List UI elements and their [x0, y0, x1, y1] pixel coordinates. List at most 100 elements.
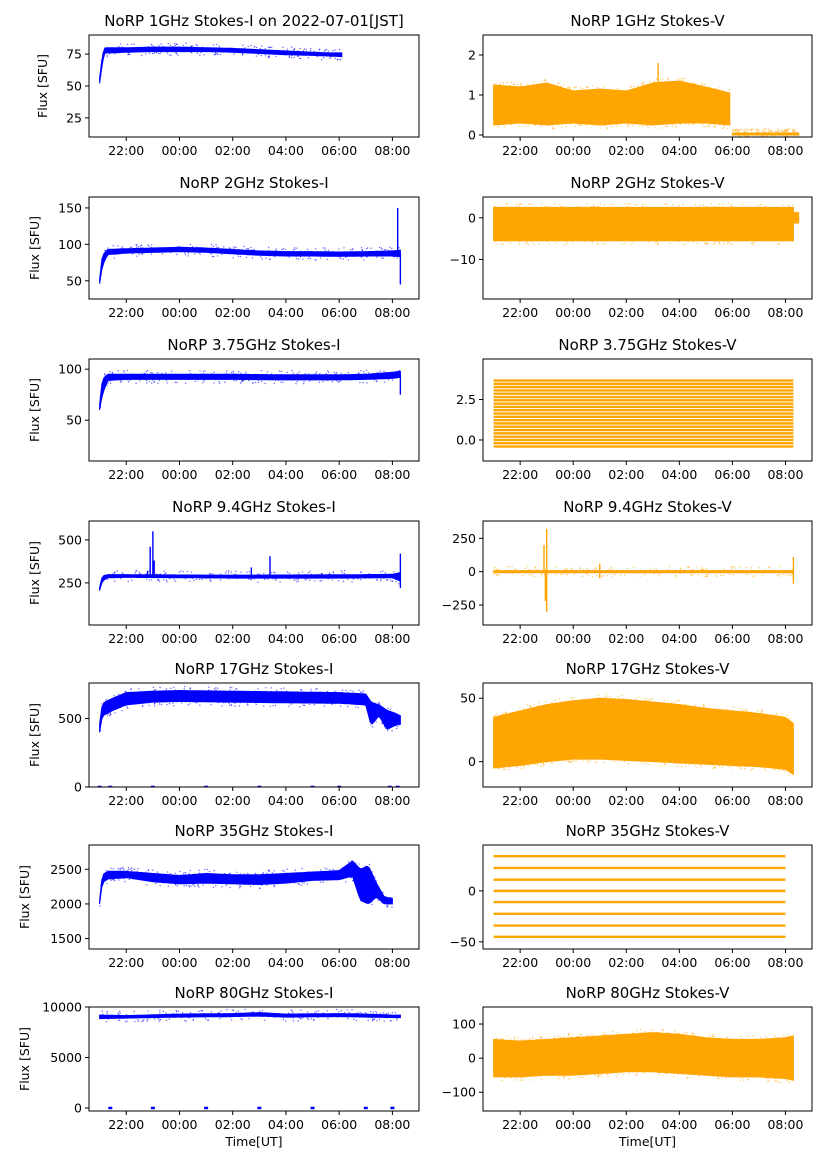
- scatter-point: [309, 570, 311, 573]
- scatter-point: [735, 131, 737, 133]
- scatter-point: [536, 764, 539, 766]
- scatter-point: [175, 1009, 177, 1012]
- scatter-point: [139, 380, 141, 382]
- scatter-point: [335, 373, 337, 375]
- scatter-point: [195, 43, 198, 46]
- scatter-point: [288, 578, 291, 580]
- scatter-point: [105, 869, 108, 872]
- scatter-point: [255, 703, 257, 705]
- scatter-point: [203, 379, 206, 381]
- scatter-point: [679, 568, 682, 570]
- scatter-point: [127, 381, 130, 383]
- scatter-point: [794, 128, 796, 131]
- plot-area: [493, 379, 794, 448]
- scatter-point: [584, 240, 587, 243]
- scatter-point: [778, 575, 780, 577]
- scatter-point: [790, 134, 792, 136]
- scatter-point: [520, 1077, 522, 1080]
- scatter-point: [692, 574, 694, 576]
- scatter-point: [118, 879, 120, 881]
- scatter-point: [315, 688, 317, 691]
- scatter-point: [614, 573, 616, 576]
- x-tick-label: 00:00: [161, 305, 197, 320]
- scatter-point: [185, 42, 187, 44]
- scatter-point: [730, 204, 733, 206]
- scatter-point: [641, 762, 643, 764]
- scatter-point: [239, 382, 242, 384]
- scatter-point: [167, 42, 170, 45]
- scatter-point: [535, 1038, 537, 1040]
- scatter-point: [725, 1076, 728, 1078]
- scatter-point: [121, 867, 123, 870]
- scatter-point: [165, 688, 168, 690]
- scatter-point: [639, 125, 641, 128]
- scatter-point: [286, 868, 288, 870]
- scatter-point: [394, 1012, 397, 1014]
- scatter-point: [671, 702, 673, 704]
- scatter-point: [340, 702, 342, 705]
- scatter-point: [690, 763, 693, 765]
- scatter-point: [323, 50, 326, 52]
- scatter-point: [777, 128, 779, 131]
- scatter-point: [703, 125, 706, 128]
- scatter-point: [787, 138, 788, 139]
- y-tick-label: 0: [468, 564, 476, 579]
- scatter-point: [645, 124, 647, 127]
- scatter-point: [762, 129, 765, 131]
- scatter-point: [154, 882, 157, 885]
- scatter-point: [607, 1075, 609, 1078]
- scatter-point: [783, 137, 784, 138]
- scatter-point: [778, 130, 781, 133]
- scatter-point: [341, 867, 344, 869]
- scatter-point: [282, 1016, 284, 1018]
- y-tick-label: 0: [468, 883, 476, 898]
- scatter-point: [566, 573, 568, 576]
- scatter-point: [263, 705, 265, 707]
- scatter-point: [324, 867, 326, 869]
- scatter-point: [284, 248, 287, 251]
- scatter-point: [591, 85, 594, 87]
- scatter-point: [239, 885, 241, 887]
- scatter-point: [501, 1038, 503, 1041]
- scatter-point: [764, 713, 766, 715]
- scatter-point: [651, 697, 654, 699]
- scatter-point: [602, 1033, 604, 1036]
- scatter-point: [375, 1010, 377, 1013]
- scatter-point: [563, 243, 565, 246]
- scatter-point: [182, 873, 185, 875]
- scatter-point: [235, 1011, 238, 1014]
- scatter-point: [729, 243, 732, 245]
- scatter-point: [398, 247, 400, 249]
- scatter-point: [668, 242, 671, 244]
- scatter-point: [395, 581, 397, 583]
- scatter-point: [662, 78, 664, 80]
- scatter-point: [185, 872, 187, 874]
- scatter-point: [347, 578, 349, 581]
- scatter-point: [199, 704, 201, 707]
- scatter-point: [160, 43, 162, 45]
- scatter-point: [393, 256, 395, 258]
- scatter-point: [366, 247, 369, 249]
- panel-title: NoRP 2GHz Stokes-V: [570, 174, 725, 192]
- scatter-point: [298, 258, 300, 260]
- scatter-point: [316, 250, 318, 253]
- scatter-point: [262, 254, 264, 257]
- scatter-point: [274, 379, 277, 382]
- scatter-point: [274, 256, 276, 258]
- scatter-point: [617, 695, 619, 698]
- scatter-point: [795, 213, 797, 216]
- scatter-point: [292, 1020, 295, 1022]
- y-tick-label: 1: [468, 88, 476, 103]
- scatter-point: [796, 219, 798, 222]
- scatter-point: [592, 1033, 594, 1036]
- scatter-point: [512, 83, 515, 85]
- scatter-point: [709, 87, 711, 89]
- plot-area: [493, 529, 795, 612]
- scatter-point: [291, 370, 293, 372]
- x-tick-label: 06:00: [321, 955, 357, 970]
- scatter-point: [743, 1080, 745, 1082]
- scatter-point: [292, 249, 295, 251]
- scatter-point: [221, 885, 223, 888]
- scatter-point: [165, 689, 167, 692]
- scatter-point: [384, 577, 386, 579]
